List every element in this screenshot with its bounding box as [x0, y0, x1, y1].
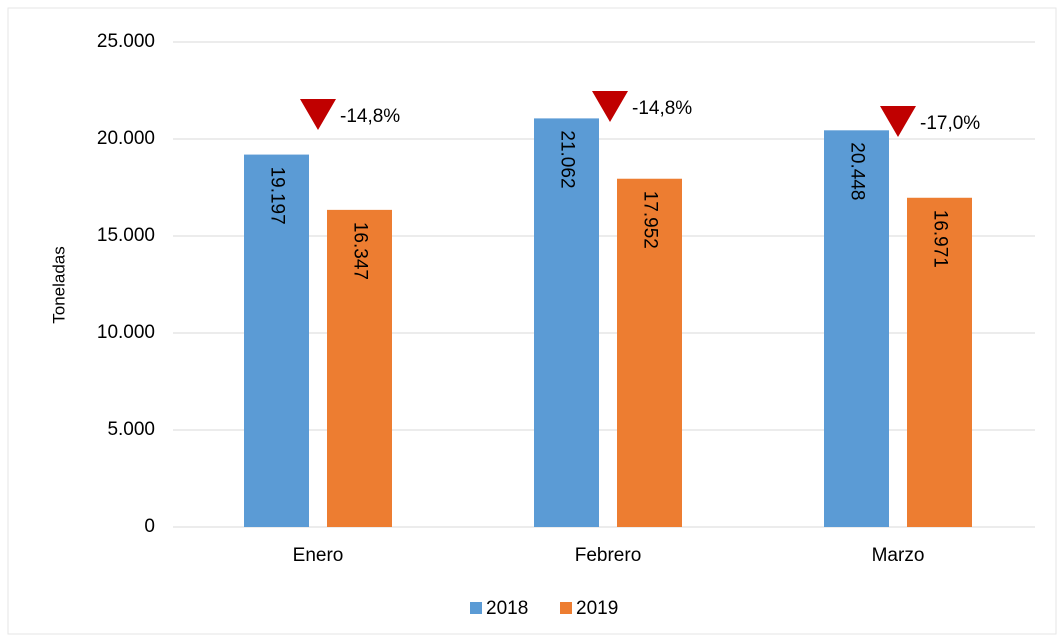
bar: [824, 130, 889, 527]
chart-frame: [7, 7, 1057, 635]
y-tick-label: 0: [144, 516, 155, 537]
down-triangle: [592, 91, 628, 122]
legend-label: 2019: [576, 598, 618, 619]
x-tick-label: Marzo: [872, 545, 925, 566]
value-label: 19.197: [266, 167, 287, 225]
y-tick-label: 25.000: [97, 31, 155, 52]
legend-swatch: [560, 602, 572, 614]
bar: [534, 118, 599, 527]
y-tick-label: 20.000: [97, 128, 155, 149]
y-axis-label: Toneladas: [49, 246, 68, 324]
annotation: -14,8%: [340, 106, 400, 127]
bar: [327, 209, 392, 527]
down-triangle: [880, 106, 916, 137]
bar: [617, 178, 682, 527]
value-label: 16.347: [349, 222, 370, 280]
bar: [244, 154, 309, 528]
x-tick-label: Enero: [293, 545, 344, 566]
value-label: 17.952: [639, 191, 660, 249]
down-triangle: [300, 99, 336, 130]
value-label: 21.062: [556, 130, 577, 188]
y-tick-label: 5.000: [107, 419, 155, 440]
value-label: 16.971: [929, 210, 950, 268]
x-tick-label: Febrero: [575, 545, 642, 566]
legend-swatch: [470, 602, 482, 614]
y-tick-label: 15.000: [97, 225, 155, 246]
annotation: -14,8%: [632, 98, 692, 119]
annotation: -17,0%: [920, 113, 980, 134]
y-tick-label: 10.000: [97, 322, 155, 343]
value-label: 20.448: [846, 142, 867, 200]
bar: [907, 197, 972, 527]
legend-label: 2018: [486, 598, 528, 619]
